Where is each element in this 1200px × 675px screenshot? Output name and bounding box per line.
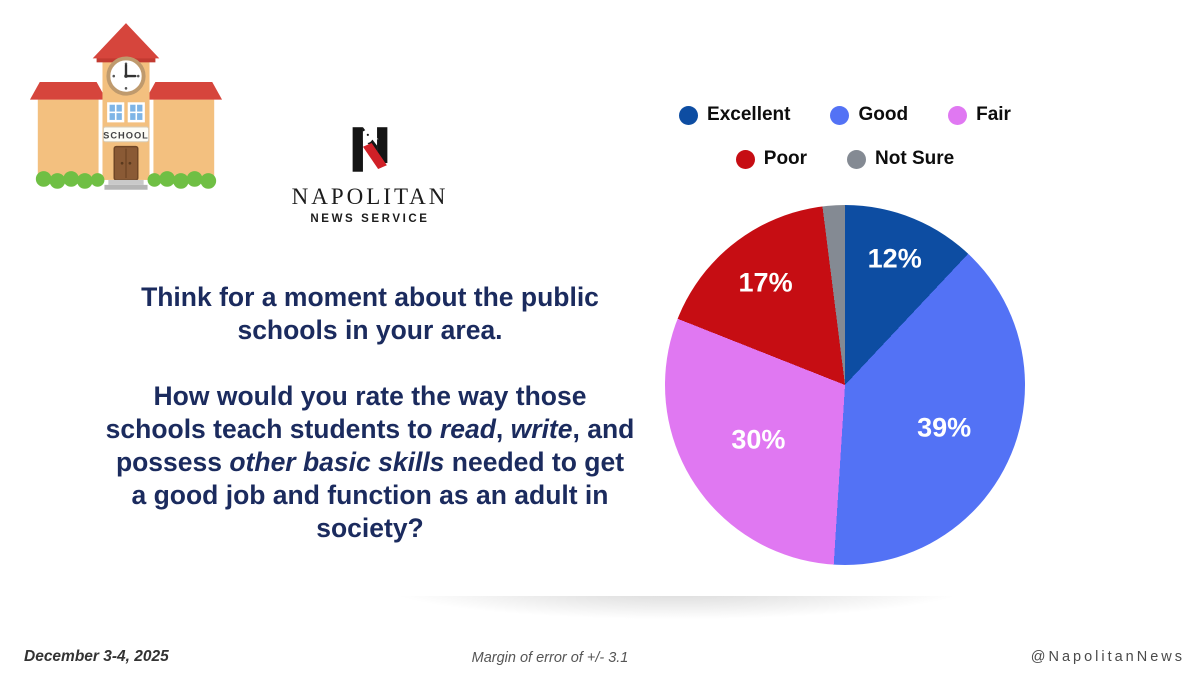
pie-slice-label-good: 39% — [917, 412, 972, 443]
legend-dot-icon — [847, 149, 867, 169]
legend-label: Fair — [976, 104, 1011, 125]
question-paragraph-1: Think for a moment about the public scho… — [141, 282, 599, 345]
school-sign-board — [102, 126, 150, 143]
legend-row-2: Poor Not Sure — [655, 148, 1035, 170]
pie-slice-label-poor: 17% — [738, 267, 793, 298]
pie-circle — [665, 205, 1025, 565]
legend-label: Poor — [763, 148, 808, 169]
legend-item-excellent: Excellent — [679, 104, 790, 126]
legend-dot-icon — [735, 149, 755, 169]
logo-wordmark: NAPOLITAN — [291, 184, 449, 209]
poll-question: Think for a moment about the public scho… — [105, 281, 635, 545]
pie-chart: 12% 39% 30% 17% — [665, 205, 1025, 565]
legend-item-poor: Poor — [735, 148, 808, 170]
question-emphasis: write — [510, 414, 573, 444]
school-step-top — [108, 179, 144, 185]
question-emphasis: read — [439, 414, 496, 444]
bushes — [35, 171, 217, 189]
legend-item-good: Good — [830, 104, 908, 126]
napolitan-eagle-n-icon — [352, 127, 388, 172]
pie-slice-label-fair: 30% — [731, 424, 786, 455]
question-emphasis: other basic skills — [229, 447, 445, 477]
question-text: needed to get a good job and function as… — [131, 447, 625, 543]
question-text: , and possess — [115, 414, 635, 477]
legend-dot-icon — [830, 105, 850, 125]
napolitan-logo: NAPOLITAN NEWS SERVICE — [275, 126, 465, 225]
poll-date: December 3-4, 2025 — [24, 648, 169, 665]
question-paragraph-2: How would you rate the way those schools… — [105, 380, 635, 545]
school-left-roof — [29, 81, 107, 100]
school-left-wing — [37, 99, 99, 180]
school-building-illustration: SCHOOL — [29, 23, 223, 190]
legend-row-1: Excellent Good Fair — [655, 104, 1035, 126]
pie-slice-label-excellent: 12% — [867, 243, 922, 274]
school-sign-text: SCHOOL — [103, 130, 149, 140]
tower-windows — [107, 102, 145, 123]
school-right-wing — [153, 99, 215, 180]
legend-label: Not Sure — [875, 148, 955, 169]
legend-label: Good — [858, 104, 909, 125]
question-text: How would you rate the way those schools… — [105, 381, 587, 444]
school-right-roof — [145, 81, 223, 100]
social-handle: @NapolitanNews — [1030, 649, 1185, 665]
legend-item-not-sure: Not Sure — [847, 148, 954, 170]
legend-label: Excellent — [707, 104, 791, 125]
chart-legend: Excellent Good Fair Poor Not Sure — [655, 104, 1035, 170]
logo-subtitle: NEWS SERVICE — [310, 213, 430, 225]
legend-dot-icon — [948, 105, 968, 125]
card-shadow — [232, 596, 1000, 638]
legend-dot-icon — [679, 105, 699, 125]
school-gable-roof — [92, 23, 160, 59]
margin-of-error-note: Margin of error of +/- 3.1 — [471, 650, 629, 666]
school-step-bottom — [104, 184, 148, 190]
legend-item-fair: Fair — [948, 104, 1011, 126]
question-text: , — [495, 414, 511, 444]
